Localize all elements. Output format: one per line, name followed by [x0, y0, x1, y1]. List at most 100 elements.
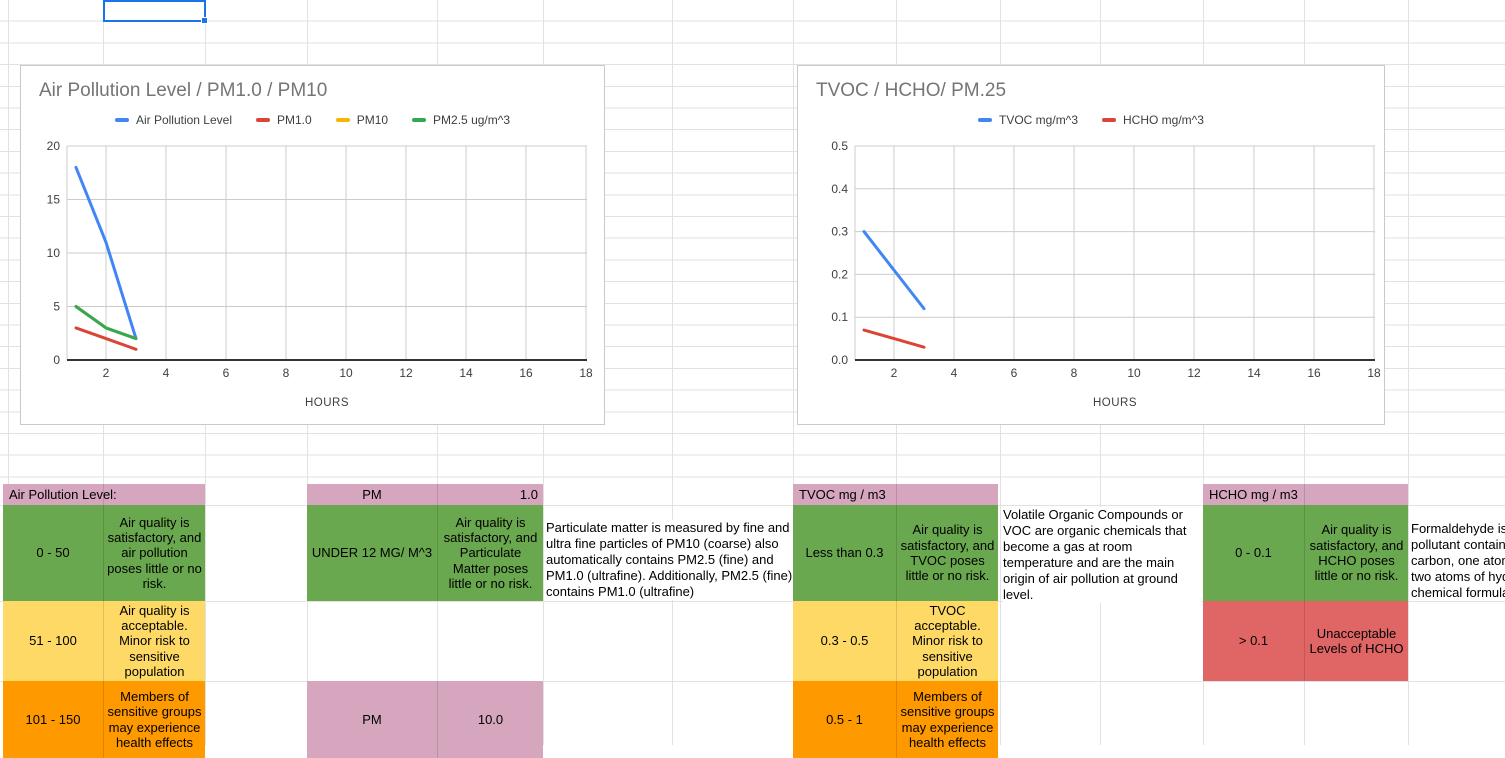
chart-legend: Air Pollution Level PM1.0 PM10 PM2.5 ug/m^3	[21, 113, 604, 127]
legend-label: PM2.5 ug/m^3	[433, 113, 511, 127]
range-cell[interactable]: 0 - 50	[3, 505, 103, 601]
legend-item: PM10	[335, 113, 389, 127]
x-axis-tick-label: 4	[951, 366, 958, 380]
x-axis-tick-label: 4	[163, 366, 170, 380]
y-axis-tick-label: 0.2	[831, 267, 848, 281]
x-axis-title: HOURS	[305, 397, 349, 409]
x-axis-tick-label: 18	[579, 366, 593, 380]
legend-item: HCHO mg/m^3	[1102, 113, 1204, 127]
x-axis-title: HOURS	[1093, 397, 1137, 409]
note-text: Particulate matter is measured by fine a…	[546, 520, 793, 599]
chart-series-lines	[74, 165, 138, 351]
range-cell[interactable]: 0 - 0.1	[1203, 505, 1304, 601]
header-cell-pm[interactable]: PM	[307, 484, 437, 505]
legend-item: Air Pollution Level	[114, 113, 232, 127]
table-row: 0.5 - 1 Members of sensitive groups may …	[793, 681, 998, 758]
y-axis-tick-label: 15	[47, 193, 61, 207]
legend-swatch-icon	[114, 118, 129, 122]
chart-series-lines	[862, 230, 926, 349]
x-axis-tick-label: 6	[1011, 366, 1018, 380]
series-line	[862, 230, 926, 311]
note-line: two atoms of hyd	[1411, 569, 1505, 584]
footer-cell-pm[interactable]: PM	[307, 681, 437, 758]
legend-label: PM10	[356, 113, 389, 127]
note-voc[interactable]: Volatile Organic Compounds or VOC are or…	[1003, 507, 1201, 603]
column-divider	[103, 484, 104, 505]
table-row: > 0.1 Unacceptable Levels of HCHO	[1203, 601, 1408, 681]
description-cell[interactable]: Air quality is satisfactory, and Particu…	[437, 505, 543, 601]
table-row: 101 - 150 Members of sensitive groups ma…	[3, 681, 205, 758]
range-cell[interactable]: 51 - 100	[3, 601, 103, 681]
x-axis-tick-label: 16	[519, 366, 533, 380]
y-axis-tick-label: 0.3	[831, 225, 848, 239]
range-cell[interactable]: 0.5 - 1	[793, 681, 896, 758]
range-cell[interactable]: Less than 0.3	[793, 505, 896, 601]
chart-card-tvoc-hcho[interactable]: TVOC / HCHO/ PM.25 TVOC mg/m^3 HCHO mg/m^…	[797, 65, 1385, 425]
table-pm: PM 1.0 UNDER 12 MG/ M^3 Air quality is s…	[307, 484, 543, 758]
legend-swatch-icon	[978, 118, 993, 122]
header-cell-air-pollution[interactable]: Air Pollution Level:	[3, 484, 205, 505]
x-axis-tick-label: 8	[283, 366, 290, 380]
note-particulate-matter[interactable]: Particulate matter is measured by fine a…	[546, 520, 796, 600]
note-line: Formaldehyde is	[1411, 521, 1505, 536]
x-axis-tick-label: 12	[1187, 366, 1201, 380]
legend-label: TVOC mg/m^3	[999, 113, 1078, 127]
table-hcho: HCHO mg / m3 0 - 0.1 Air quality is sati…	[1203, 484, 1408, 681]
header-cell-tvoc[interactable]: TVOC mg / m3	[793, 484, 998, 505]
chart-card-air-pollution[interactable]: Air Pollution Level / PM1.0 / PM10 Air P…	[20, 65, 605, 425]
legend-item: TVOC mg/m^3	[978, 113, 1078, 127]
range-cell[interactable]: 101 - 150	[3, 681, 103, 758]
legend-swatch-icon	[335, 118, 350, 122]
description-cell[interactable]: Air quality is satisfactory, and TVOC po…	[896, 505, 998, 601]
grid-line	[0, 505, 1505, 506]
series-line	[74, 165, 138, 341]
selected-cell[interactable]	[103, 0, 208, 24]
header-cell-hcho[interactable]: HCHO mg / m3	[1203, 484, 1408, 505]
description-cell[interactable]: Air quality is satisfactory, and air pol…	[103, 505, 205, 601]
description-cell[interactable]: Members of sensitive groups may experien…	[103, 681, 205, 758]
legend-swatch-icon	[412, 118, 427, 122]
series-line	[74, 305, 138, 341]
y-axis-tick-label: 0.1	[831, 310, 848, 324]
x-axis-tick-label: 14	[459, 366, 473, 380]
y-axis-tick-label: 0.0	[831, 353, 848, 367]
legend-item: PM2.5 ug/m^3	[412, 113, 510, 127]
description-cell[interactable]: Air quality is satisfactory, and HCHO po…	[1304, 505, 1408, 601]
legend-swatch-icon	[256, 118, 270, 122]
chart-plot-area: 2 4 6 8 10 12 14 16 18 0 5 10 15 20 HOURS	[47, 139, 593, 409]
table-footer-row: PM 10.0	[307, 681, 543, 758]
legend-item: PM1.0	[256, 113, 312, 127]
y-axis-tick-label: 10	[47, 246, 61, 260]
y-axis-tick-label: 0.4	[831, 182, 848, 196]
chart-plot-area: 2 4 6 8 10 12 14 16 18 0.0 0.1 0.2 0.3 0.4 0.5 HOURS	[831, 139, 1381, 409]
chart-legend: TVOC mg/m^3 HCHO mg/m^3	[798, 113, 1384, 127]
grid-line	[0, 601, 1505, 602]
legend-label: Air Pollution Level	[135, 113, 232, 127]
range-cell[interactable]: 0.3 - 0.5	[793, 601, 896, 681]
table-air-pollution: Air Pollution Level: 0 - 50 Air quality …	[3, 484, 205, 758]
header-cell-pm-value[interactable]: 1.0	[437, 484, 543, 505]
y-axis-tick-label: 5	[53, 300, 60, 314]
description-cell[interactable]: Air quality is acceptable. Minor risk to…	[103, 601, 205, 681]
table-header-row: TVOC mg / m3	[793, 484, 998, 505]
description-cell[interactable]: Unacceptable Levels of HCHO	[1304, 601, 1408, 681]
table-header-row: PM 1.0	[307, 484, 543, 505]
empty-row	[307, 601, 543, 681]
chart-gridlines	[66, 145, 587, 360]
x-axis-tick-label: 18	[1367, 366, 1381, 380]
footer-cell-pm-value[interactable]: 10.0	[437, 681, 543, 758]
description-cell[interactable]: TVOC acceptable. Minor risk to sensitive…	[896, 601, 998, 681]
table-tvoc: TVOC mg / m3 Less than 0.3 Air quality i…	[793, 484, 998, 758]
note-formaldehyde[interactable]: Formaldehyde is pollutant contain carbon, …	[1411, 521, 1505, 601]
grid-line	[8, 0, 9, 745]
range-cell[interactable]: UNDER 12 MG/ M^3	[307, 505, 437, 601]
description-cell[interactable]: Members of sensitive groups may experien…	[896, 681, 998, 758]
grid-line	[0, 681, 1505, 682]
note-line: chemical formula	[1411, 585, 1505, 600]
chart-title: TVOC / HCHO/ PM.25	[816, 80, 1007, 101]
range-cell[interactable]: > 0.1	[1203, 601, 1304, 681]
legend-label: PM1.0	[277, 113, 312, 127]
x-axis-tick-label: 10	[339, 366, 353, 380]
fill-handle[interactable]	[201, 17, 208, 24]
table-header-row: Air Pollution Level:	[3, 484, 205, 505]
